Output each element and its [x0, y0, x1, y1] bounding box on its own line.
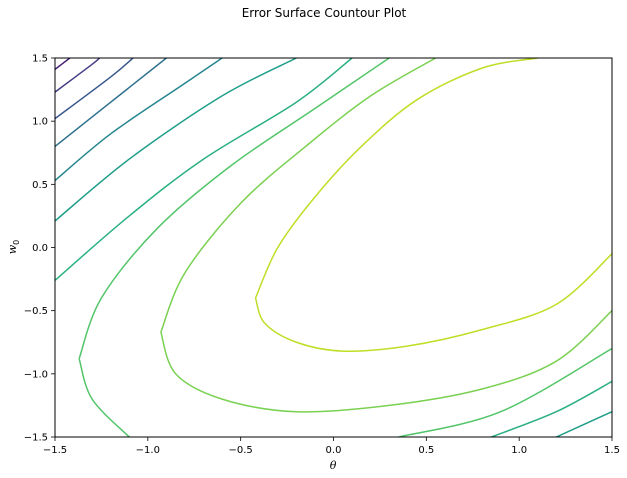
x-tick-label: −1.5	[43, 445, 67, 456]
y-axis-label-base: w	[6, 244, 19, 254]
contour-line-4	[160, 310, 612, 413]
contour-line-11	[555, 411, 612, 437]
x-tick-label: −0.5	[229, 445, 253, 456]
contour-line-14	[55, 58, 134, 120]
contour-line-15	[55, 58, 101, 93]
contour-line-12	[55, 58, 223, 182]
y-tick-label: 0.0	[32, 243, 48, 254]
contour-line-13	[55, 58, 167, 148]
plot-frame	[55, 58, 612, 437]
contour-line-2	[254, 253, 612, 352]
contour-line-5	[78, 58, 390, 359]
chart-title: Error Surface Countour Plot	[242, 6, 407, 20]
x-tick-label: 1.0	[511, 445, 527, 456]
y-tick-label: 1.0	[32, 117, 48, 128]
contour-line-8	[55, 58, 353, 281]
contour-line-7	[398, 347, 612, 437]
x-tick-label: −1.0	[136, 445, 160, 456]
x-axis: −1.5 −1.0 −0.5 0.0 0.5 1.0 1.5	[43, 437, 620, 456]
contour-line-1	[254, 58, 538, 299]
contour-lines	[55, 58, 612, 437]
y-tick-label: −1.0	[24, 369, 48, 380]
contour-line-3	[160, 58, 436, 333]
contour-line-6	[78, 358, 130, 437]
x-axis-label: θ	[330, 459, 337, 472]
y-tick-label: −1.5	[24, 433, 48, 444]
contour-line-16	[55, 58, 71, 70]
contour-line-10	[55, 58, 297, 222]
y-axis: −1.5 −1.0 −0.5 0.0 0.5 1.0 1.5	[24, 54, 55, 444]
y-tick-label: 1.5	[32, 54, 48, 65]
y-axis-label: w0	[6, 240, 21, 255]
y-axis-label-sub: 0	[12, 240, 21, 245]
contour-line-9	[491, 380, 612, 437]
x-tick-label: 1.5	[604, 445, 620, 456]
x-tick-label: 0.0	[326, 445, 342, 456]
y-tick-label: −0.5	[24, 306, 48, 317]
x-tick-label: 0.5	[418, 445, 434, 456]
plot-area	[54, 57, 613, 438]
y-tick-label: 0.5	[32, 180, 48, 191]
